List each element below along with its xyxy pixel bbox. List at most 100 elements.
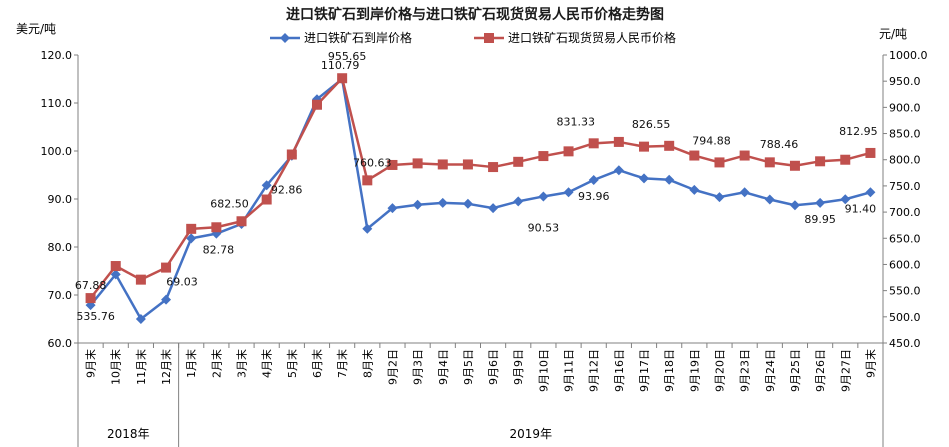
x-category-label: 9月4日 (437, 349, 450, 385)
x-category-label: 9月26日 (814, 349, 827, 392)
cny-price-line (89, 76, 871, 299)
cny-price-point (337, 73, 348, 84)
cny-price-point (85, 293, 96, 304)
usd-price-point (538, 191, 549, 202)
x-category-label: 3月末 (235, 349, 249, 378)
usd-data-label: 93.96 (578, 190, 610, 203)
left-tick-label: 80.0 (48, 241, 73, 254)
legend-square-marker (484, 33, 494, 43)
usd-price-point (161, 294, 172, 305)
cny-price-point (739, 150, 750, 161)
x-category-label: 1月末 (184, 349, 198, 378)
series-layer (85, 73, 876, 324)
usd-price-point (462, 198, 473, 209)
cny-price-point (161, 262, 172, 273)
left-tick-label: 120.0 (41, 49, 73, 62)
cny-price-point (789, 160, 800, 171)
chart-title: 进口铁矿石到岸价格与进口铁矿石现货贸易人民币价格走势图 (286, 6, 664, 23)
right-tick-label: 650.0 (889, 232, 921, 245)
cny-price-point (563, 146, 574, 157)
cny-price-point (815, 156, 826, 167)
x-category-label: 9月末 (863, 349, 877, 378)
cny-price-point (387, 159, 398, 170)
right-tick-label: 800.0 (889, 154, 921, 167)
right-tick-label: 450.0 (889, 337, 921, 350)
usd-price-point (362, 223, 373, 234)
usd-data-label: 90.53 (528, 221, 560, 234)
year-group-label: 2019年 (510, 427, 553, 441)
cny-data-label: 760.63 (353, 156, 392, 169)
x-category-label: 9月9日 (512, 349, 525, 385)
left-tick-label: 110.0 (41, 97, 73, 110)
x-category-label: 5月末 (285, 349, 299, 378)
left-tick-label: 70.0 (48, 289, 73, 302)
usd-data-label: 89.95 (804, 213, 836, 226)
x-category-label: 2月末 (209, 349, 223, 378)
usd-price-point (613, 165, 624, 176)
right-tick-label: 550.0 (889, 285, 921, 298)
usd-price-point (840, 194, 851, 205)
usd-data-label: 67.88 (75, 279, 107, 292)
usd-price-point (437, 197, 448, 208)
x-category-label: 9月2日 (386, 349, 399, 385)
x-category-label: 9月27日 (839, 349, 852, 392)
x-category-label: 7月末 (335, 349, 349, 378)
cny-price-point (639, 141, 650, 152)
left-axis-unit: 美元/吨 (16, 22, 56, 36)
cny-price-point (714, 157, 725, 168)
cny-data-label: 535.76 (76, 310, 115, 323)
x-category-label: 9月24日 (764, 349, 777, 392)
x-category-label: 12月末 (159, 349, 173, 385)
x-category-label: 9月11日 (563, 349, 576, 392)
x-category-label: 9月3日 (412, 349, 425, 385)
usd-price-point (764, 194, 775, 205)
legend: 进口铁矿石到岸价格 进口铁矿石现货贸易人民币价格 (270, 30, 676, 45)
x-category-label: 9月18日 (663, 349, 676, 392)
usd-price-point (789, 200, 800, 211)
x-category-label: 9月23日 (739, 349, 752, 392)
cny-data-label: 794.88 (692, 134, 731, 147)
cny-data-label: 682.50 (210, 197, 249, 210)
cny-data-label: 788.46 (760, 138, 799, 151)
cny-price-point (135, 274, 146, 285)
right-axis-unit: 元/吨 (879, 27, 907, 41)
cny-data-label: 812.95 (839, 125, 878, 138)
x-category-label: 9月19日 (688, 349, 701, 392)
cny-price-point (362, 175, 373, 186)
cny-price-point (865, 147, 876, 158)
right-tick-label: 600.0 (889, 258, 921, 271)
usd-price-point (865, 187, 876, 198)
legend-entry: 进口铁矿石到岸价格 (304, 30, 412, 45)
usd-data-label: 110.79 (321, 59, 360, 72)
usd-data-label: 82.78 (203, 244, 235, 257)
cny-price-point (840, 154, 851, 165)
x-category-label: 9月20日 (713, 349, 726, 392)
year-group-label: 2018年 (107, 427, 150, 441)
x-category-label: 9月5日 (462, 349, 475, 385)
usd-price-point (639, 173, 650, 184)
usd-data-label: 69.03 (166, 276, 198, 289)
left-tick-label: 60.0 (48, 337, 73, 350)
x-category-label: 11月末 (134, 349, 148, 385)
axes: 60.0 70.0 80.0 90.0 100.0 110.0 120.0 450.0 500.… (41, 49, 928, 447)
cny-price-point (437, 159, 448, 170)
usd-price-point (387, 203, 398, 214)
cny-price-point (412, 158, 423, 169)
right-tick-label: 1000.0 (889, 49, 928, 62)
right-tick-label: 850.0 (889, 128, 921, 141)
usd-price-point (261, 180, 272, 191)
cny-price-point (613, 136, 624, 147)
cny-data-label: 826.55 (632, 118, 671, 131)
usd-price-point (739, 187, 750, 198)
usd-price-point (412, 199, 423, 210)
x-category-label: 9月6日 (487, 349, 500, 385)
cny-price-point (488, 162, 499, 173)
usd-price-point (689, 184, 700, 195)
right-tick-label: 700.0 (889, 206, 921, 219)
right-tick-label: 950.0 (889, 75, 921, 88)
usd-data-label: 91.40 (845, 202, 877, 215)
cny-price-point (513, 156, 524, 167)
x-category-label: 4月末 (260, 349, 274, 378)
x-category-label: 8月末 (360, 349, 374, 378)
